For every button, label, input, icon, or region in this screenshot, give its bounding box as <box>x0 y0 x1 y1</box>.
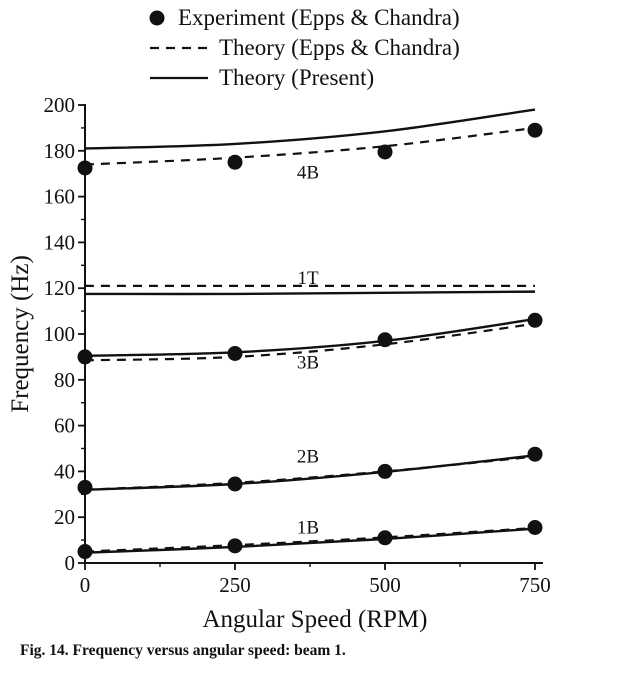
mode-label-1B: 1B <box>297 517 319 538</box>
x-tick-label: 500 <box>369 573 401 597</box>
legend-item: Theory (Epps & Chandra) <box>150 35 460 60</box>
x-axis-title: Angular Speed (RPM) <box>203 606 428 633</box>
x-tick-label: 0 <box>80 573 91 597</box>
y-tick-label: 160 <box>44 185 76 209</box>
y-tick-label: 180 <box>44 139 76 163</box>
legend-item: Experiment (Epps & Chandra) <box>149 5 460 30</box>
data-point-4B <box>377 144 393 160</box>
y-tick-label: 0 <box>65 551 76 575</box>
solid-curve-2B <box>84 454 536 491</box>
series-points <box>77 122 543 560</box>
y-tick-label: 40 <box>54 459 75 483</box>
legend-marker-circle <box>149 10 165 26</box>
data-point-4B <box>527 122 543 138</box>
y-tick-label: 120 <box>44 276 76 300</box>
y-tick-label: 140 <box>44 230 76 254</box>
legend: Experiment (Epps & Chandra) Theory (Epps … <box>149 5 460 90</box>
solid-curve-1T <box>84 290 536 296</box>
data-point-2B <box>527 446 543 462</box>
dashed-curve-4B <box>84 126 536 166</box>
solid-curve-4B <box>84 108 536 150</box>
legend-item: Theory (Present) <box>150 65 374 90</box>
series-solid <box>84 108 536 554</box>
axes: 0 20 40 60 80 100 120 140 160 180 200 0 250 500 750 Ang… <box>7 93 551 633</box>
mode-labels: 4B 1T 3B 2B 1B <box>297 162 319 538</box>
legend-label: Theory (Present) <box>219 65 374 90</box>
y-tick-label: 60 <box>54 414 75 438</box>
legend-label: Experiment (Epps & Chandra) <box>178 5 460 30</box>
data-point-4B <box>77 160 93 176</box>
y-tick-label: 20 <box>54 505 75 529</box>
chart: Experiment (Epps & Chandra) Theory (Epps … <box>7 5 551 633</box>
data-point-3B <box>77 349 93 365</box>
legend-label: Theory (Epps & Chandra) <box>219 35 460 60</box>
mode-label-1T: 1T <box>297 268 319 289</box>
data-point-2B <box>77 479 93 495</box>
solid-curve-3B <box>84 317 536 357</box>
figure-caption: Fig. 14. Frequency versus angular speed:… <box>20 642 346 659</box>
mode-label-3B: 3B <box>297 352 319 373</box>
y-tick-label: 80 <box>54 368 75 392</box>
data-point-1B <box>527 520 543 536</box>
x-tick-label: 250 <box>219 573 251 597</box>
y-tick-label: 200 <box>44 93 76 117</box>
mode-label-4B: 4B <box>297 162 319 183</box>
dashed-curve-3B <box>84 322 536 362</box>
y-axis-title: Frequency (Hz) <box>7 255 34 413</box>
solid-curve-1B <box>84 527 536 554</box>
series-layer <box>77 108 543 560</box>
mode-label-2B: 2B <box>297 446 319 467</box>
y-tick-label: 100 <box>44 322 76 346</box>
x-tick-label: 750 <box>519 573 551 597</box>
